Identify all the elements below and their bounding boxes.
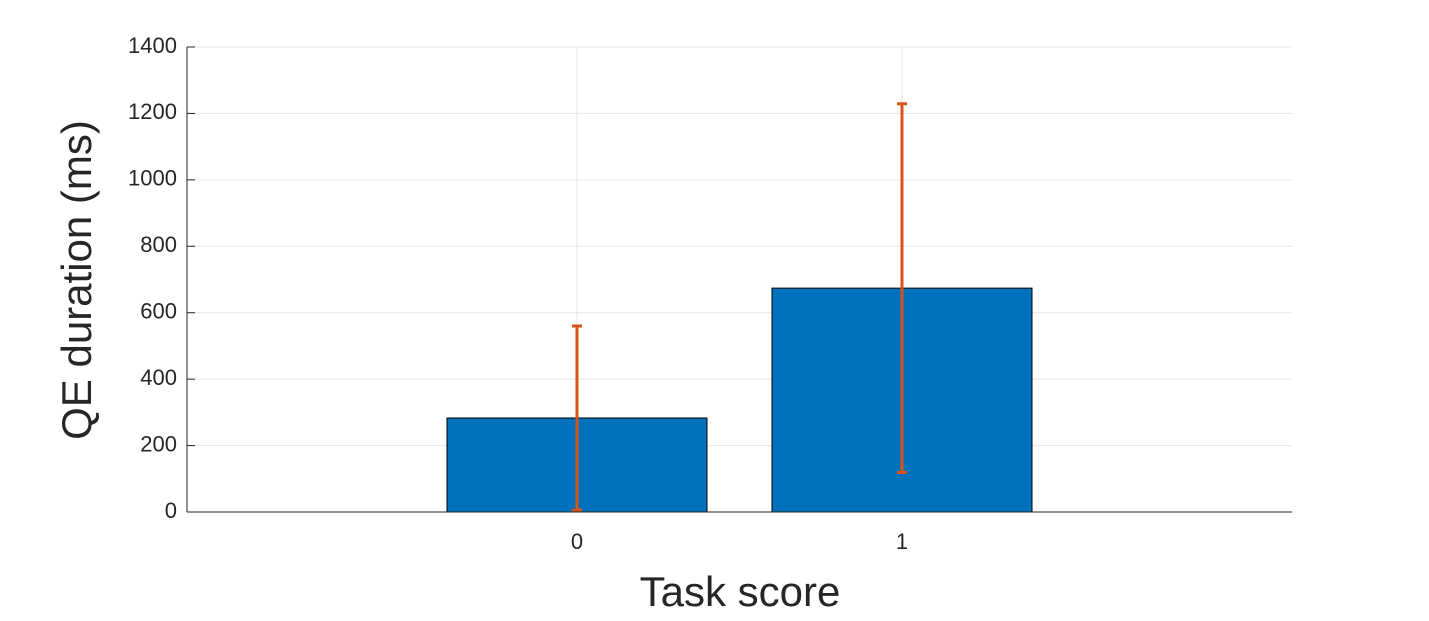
y-tick-label: 1200 xyxy=(128,99,177,124)
x-axis-title: Task score xyxy=(640,568,841,615)
error-bar xyxy=(572,324,582,512)
y-tick-label: 800 xyxy=(140,232,177,257)
y-tick-label: 0 xyxy=(165,498,177,523)
y-tick-label: 200 xyxy=(140,431,177,456)
error-bar xyxy=(897,102,907,474)
y-tick-label: 400 xyxy=(140,365,177,390)
y-tick-label: 600 xyxy=(140,299,177,324)
x-tick-label: 0 xyxy=(571,529,583,554)
y-axis-title: QE duration (ms) xyxy=(53,120,100,440)
y-tick-label: 1000 xyxy=(128,166,177,191)
y-tick-label: 1400 xyxy=(128,33,177,58)
x-tick-label: 1 xyxy=(896,529,908,554)
